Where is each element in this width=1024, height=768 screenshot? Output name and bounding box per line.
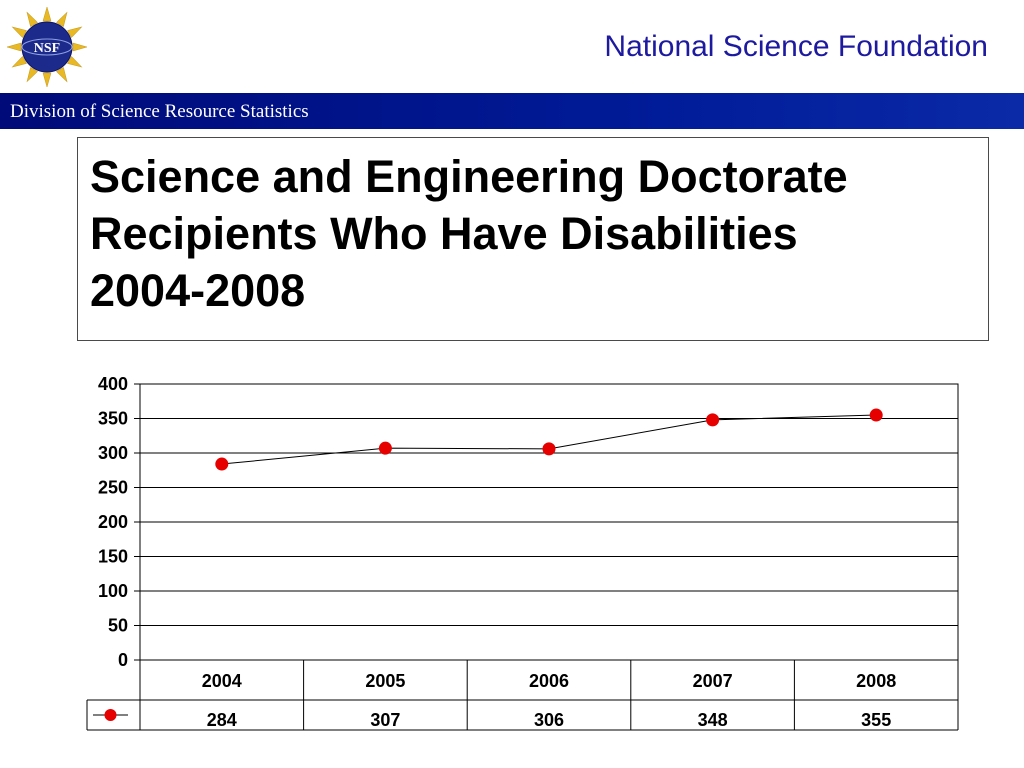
title-line-1: Science and Engineering Doctorate — [90, 151, 848, 202]
data-point — [706, 413, 720, 427]
data-point — [378, 441, 392, 455]
data-table-value: 284 — [207, 710, 237, 730]
slide-title: Science and Engineering Doctorate Recipi… — [90, 148, 980, 319]
y-tick-label: 150 — [98, 547, 128, 567]
x-category-label: 2008 — [856, 671, 896, 691]
y-tick-label: 100 — [98, 581, 128, 601]
y-tick-label: 250 — [98, 478, 128, 498]
x-category-label: 2007 — [693, 671, 733, 691]
x-category-label: 2006 — [529, 671, 569, 691]
division-name: Division of Science Resource Statistics — [10, 101, 309, 122]
org-title: National Science Foundation — [604, 30, 988, 63]
y-tick-label: 400 — [98, 374, 128, 394]
x-category-label: 2005 — [365, 671, 405, 691]
series-line — [221, 414, 877, 465]
data-table-value: 306 — [534, 710, 564, 730]
y-tick-label: 200 — [98, 512, 128, 532]
division-banner: Division of Science Resource Statistics — [0, 93, 1024, 129]
nsf-logo: NSF — [6, 6, 88, 88]
y-tick-label: 0 — [118, 650, 128, 670]
legend-key-marker — [104, 709, 117, 721]
y-tick-label: 50 — [108, 616, 128, 636]
data-table-value: 307 — [370, 710, 400, 730]
data-table-value: 348 — [698, 710, 728, 730]
x-category-label: 2004 — [202, 671, 242, 691]
slide-title-box: Science and Engineering Doctorate Recipi… — [77, 137, 989, 341]
title-line-3: 2004-2008 — [90, 265, 306, 316]
y-tick-label: 350 — [98, 409, 128, 429]
logo-text: NSF — [34, 41, 60, 56]
data-point — [869, 408, 883, 422]
data-point — [542, 442, 556, 456]
data-point — [215, 457, 229, 471]
title-line-2: Recipients Who Have Disabilities — [90, 208, 798, 259]
y-tick-label: 300 — [98, 443, 128, 463]
data-table-value: 355 — [861, 710, 891, 730]
